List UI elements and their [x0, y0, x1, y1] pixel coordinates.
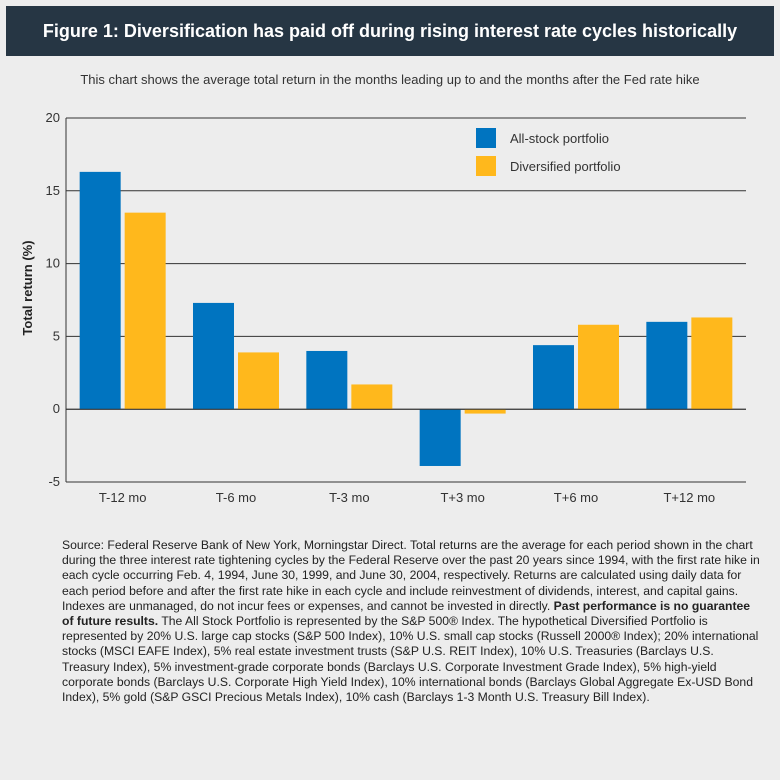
bar-chart: -5 0 5 10 15 20 Total return (%) T-12 mo T-6 mo T…	[20, 110, 746, 505]
disclaimer-bold: Past performance is no guarantee of futu…	[62, 598, 751, 629]
bar-all-stock	[193, 302, 234, 410]
bar-diversified	[238, 352, 279, 410]
bar-diversified	[578, 324, 619, 410]
chart-subtitle: This chart shows the average total retur…	[80, 72, 700, 87]
y-tick-label: 5	[53, 328, 60, 343]
bar-all-stock	[419, 409, 461, 466]
y-tick-label: 0	[53, 401, 60, 416]
source-note: Source: Federal Reserve Bank of New York…	[62, 538, 762, 705]
x-tick-label: T-6 mo	[216, 490, 256, 505]
bar-diversified	[464, 409, 506, 414]
legend-label: Diversified portfolio	[510, 159, 621, 174]
y-tick-label: -5	[48, 474, 60, 489]
bar-diversified	[124, 212, 166, 410]
x-tick-label: T+3 mo	[440, 490, 484, 505]
legend-swatch	[476, 128, 496, 148]
y-axis-title: Total return (%)	[20, 240, 35, 335]
bar-diversified	[351, 384, 393, 410]
source-text-continued: The All Stock Portfolio is represented b…	[62, 614, 759, 705]
bar-all-stock	[306, 350, 348, 410]
y-tick-label: 10	[46, 256, 60, 271]
legend-swatch	[476, 156, 496, 176]
figure-title-bar: Figure 1: Diversification has paid off d…	[6, 6, 774, 56]
x-tick-label: T+6 mo	[554, 490, 598, 505]
bar-all-stock	[79, 171, 121, 410]
source-text: Source: Federal Reserve Bank of New York…	[62, 538, 760, 613]
x-tick-label: T+12 mo	[663, 490, 715, 505]
x-tick-label: T-12 mo	[99, 490, 147, 505]
y-tick-label: 15	[46, 183, 60, 198]
chart-area: -5 0 5 10 15 20 Total return (%) T-12 mo T-6 mo T…	[0, 100, 780, 520]
legend-label: All-stock portfolio	[510, 131, 609, 146]
x-tick-label: T-3 mo	[329, 490, 369, 505]
bar-all-stock	[646, 321, 688, 410]
figure-title: Figure 1: Diversification has paid off d…	[42, 20, 738, 41]
y-tick-label: 20	[46, 110, 60, 125]
bar-all-stock	[533, 345, 574, 410]
bar-diversified	[691, 317, 733, 410]
